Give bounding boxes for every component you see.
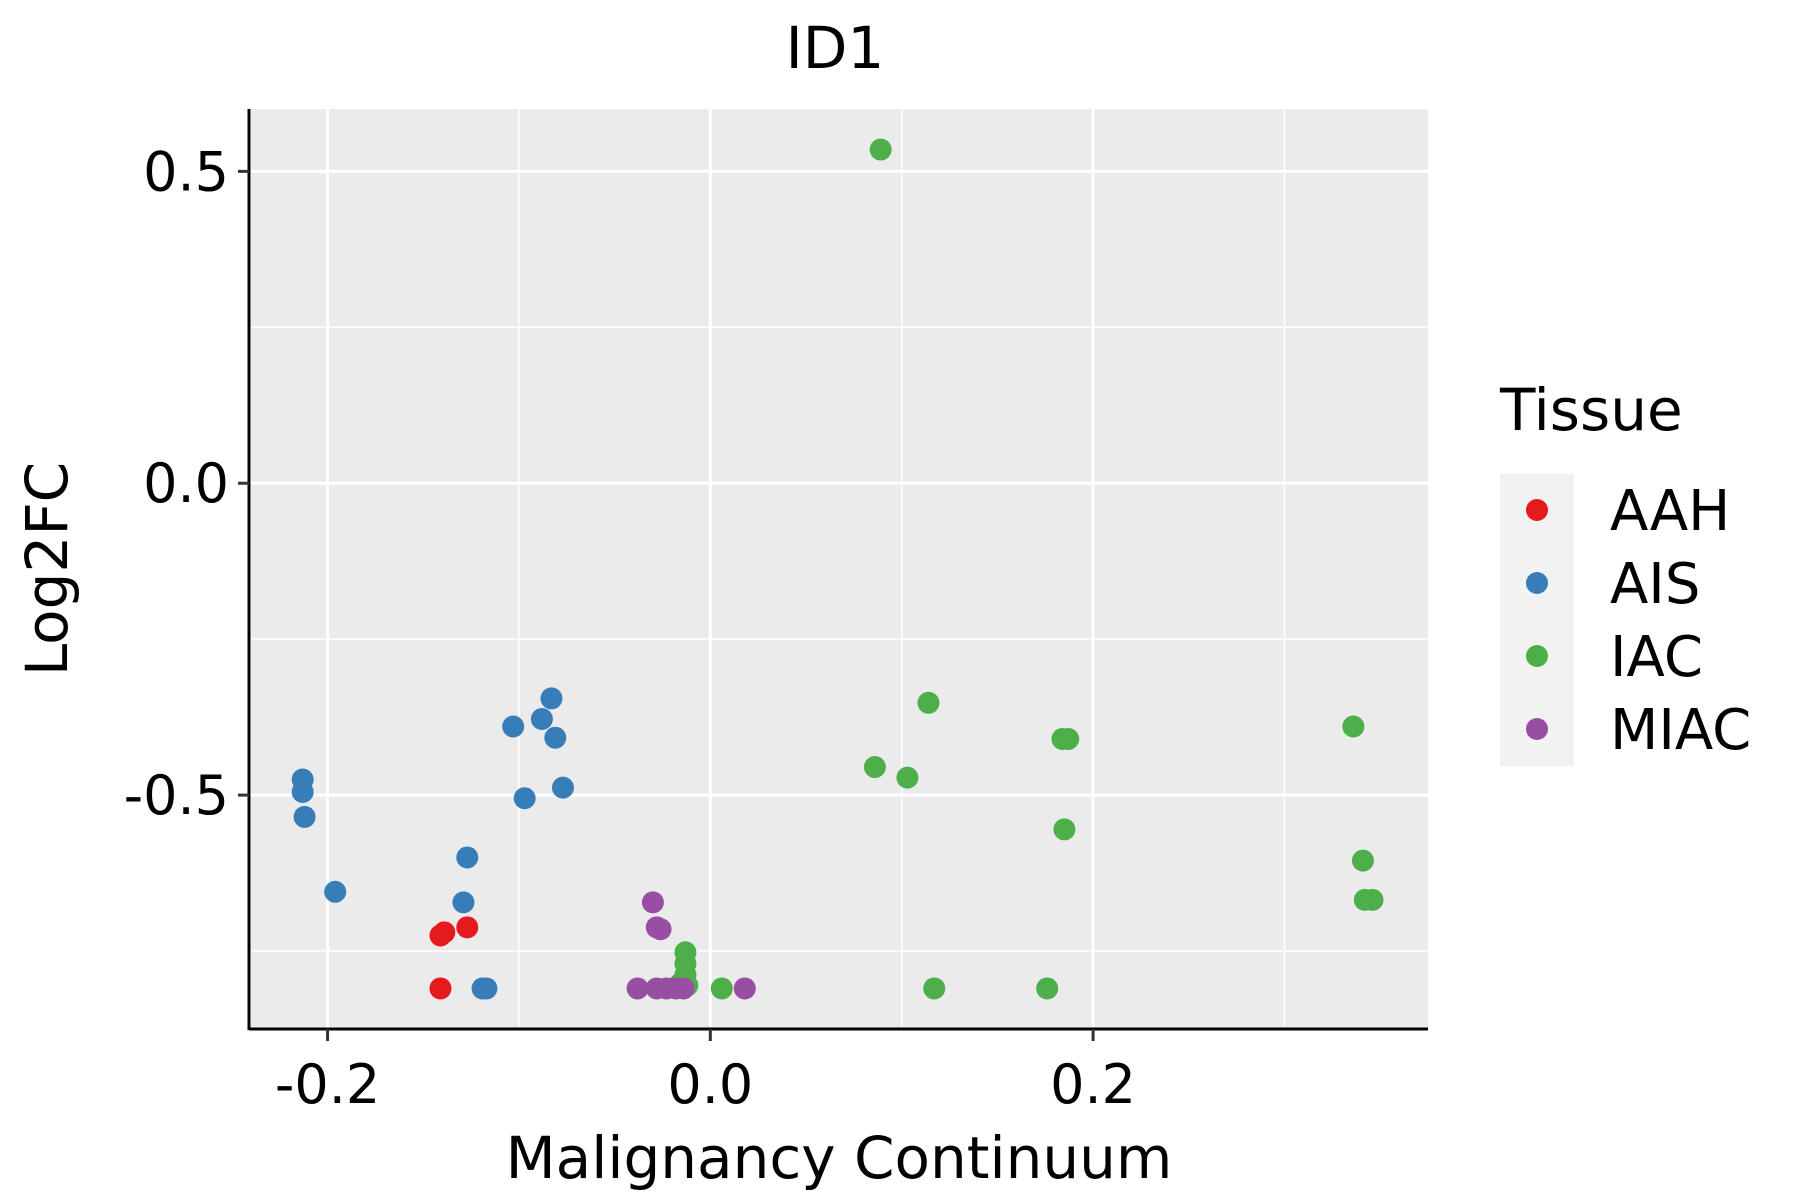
- point-ais: [293, 805, 316, 828]
- point-iac: [1053, 818, 1076, 841]
- y-tick-label: 0.0: [143, 452, 229, 515]
- point-iac: [1057, 727, 1080, 750]
- point-ais: [544, 726, 567, 749]
- point-aah: [456, 916, 479, 939]
- point-ais: [324, 880, 347, 903]
- legend: Tissue AAH AIS IAC MIAC: [1499, 376, 1751, 766]
- x-tick-label: -0.2: [275, 1053, 380, 1116]
- legend-key-background: [1500, 474, 1574, 766]
- point-iac: [863, 756, 886, 779]
- point-ais: [475, 977, 498, 1000]
- point-ais: [513, 787, 536, 810]
- point-iac: [896, 766, 919, 789]
- point-aah: [433, 921, 456, 944]
- legend-label-iac: IAC: [1610, 625, 1703, 690]
- legend-key-aah: [1526, 499, 1548, 521]
- point-miac: [649, 918, 672, 941]
- plot-panel: [251, 109, 1428, 1029]
- legend-title: Tissue: [1499, 376, 1683, 444]
- legend-key-ais: [1526, 572, 1548, 594]
- grid-lines: [251, 109, 1428, 1029]
- point-iac: [1036, 977, 1059, 1000]
- data-points: [291, 138, 1384, 1000]
- legend-label-miac: MIAC: [1610, 698, 1751, 763]
- legend-label-ais: AIS: [1610, 552, 1700, 617]
- point-ais: [530, 708, 553, 731]
- point-iac: [923, 977, 946, 1000]
- point-iac: [1351, 849, 1374, 872]
- x-axis-title: Malignancy Continuum: [506, 1124, 1173, 1192]
- y-tick-label: 0.5: [143, 140, 229, 203]
- y-axis-ticks: -0.5 0.0 0.5: [124, 140, 249, 827]
- point-ais: [502, 715, 525, 738]
- x-tick-label: 0.2: [1050, 1053, 1136, 1116]
- point-iac: [710, 977, 733, 1000]
- point-aah: [429, 977, 452, 1000]
- point-ais: [551, 776, 574, 799]
- chart-title: ID1: [786, 14, 885, 82]
- point-iac: [917, 691, 940, 714]
- legend-key-miac: [1526, 718, 1548, 740]
- x-axis-ticks: -0.2 0.0 0.2: [275, 1029, 1136, 1116]
- x-tick-label: 0.0: [667, 1053, 753, 1116]
- point-miac: [626, 977, 649, 1000]
- y-axis-title: Log2FC: [13, 462, 81, 676]
- point-miac: [641, 891, 664, 914]
- point-ais: [456, 846, 479, 869]
- point-miac: [672, 977, 695, 1000]
- point-iac: [869, 138, 892, 161]
- point-iac: [1342, 715, 1365, 738]
- point-miac: [733, 977, 756, 1000]
- point-iac: [1361, 888, 1384, 911]
- legend-key-iac: [1526, 645, 1548, 667]
- legend-label-aah: AAH: [1610, 479, 1730, 544]
- point-ais: [540, 687, 563, 710]
- y-tick-label: -0.5: [124, 764, 229, 827]
- point-ais: [291, 780, 314, 803]
- point-ais: [452, 891, 475, 914]
